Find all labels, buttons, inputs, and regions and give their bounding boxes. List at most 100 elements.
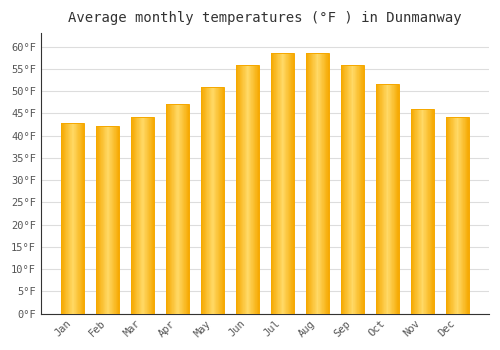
Bar <box>392 84 393 314</box>
Bar <box>422 109 423 314</box>
Bar <box>394 84 395 314</box>
Bar <box>239 65 240 314</box>
Bar <box>315 53 316 314</box>
Bar <box>207 87 208 314</box>
Bar <box>432 109 433 314</box>
Bar <box>96 126 97 314</box>
Bar <box>278 53 279 314</box>
Bar <box>204 87 205 314</box>
Bar <box>250 65 251 314</box>
Bar <box>351 65 352 314</box>
Bar <box>64 123 66 314</box>
Bar <box>313 53 314 314</box>
Bar <box>291 53 292 314</box>
Bar <box>341 65 363 314</box>
Bar <box>144 117 145 314</box>
Bar <box>345 65 346 314</box>
Bar <box>118 126 119 314</box>
Bar <box>310 53 311 314</box>
Bar <box>346 65 347 314</box>
Bar <box>352 65 353 314</box>
Bar <box>255 65 256 314</box>
Bar <box>168 104 169 314</box>
Bar <box>187 104 188 314</box>
Bar <box>97 126 98 314</box>
Bar <box>275 53 276 314</box>
Bar <box>173 104 174 314</box>
Bar <box>104 126 105 314</box>
Bar <box>243 65 244 314</box>
Bar <box>452 117 453 314</box>
Bar <box>205 87 206 314</box>
Bar <box>412 109 413 314</box>
Bar <box>82 123 83 314</box>
Bar <box>254 65 255 314</box>
Bar <box>319 53 320 314</box>
Bar <box>458 117 459 314</box>
Bar <box>306 53 307 314</box>
Bar <box>425 109 426 314</box>
Bar <box>385 84 386 314</box>
Bar <box>109 126 110 314</box>
Bar <box>131 117 132 314</box>
Bar <box>178 104 180 314</box>
Bar <box>70 123 71 314</box>
Bar <box>314 53 315 314</box>
Bar <box>62 123 63 314</box>
Bar <box>252 65 253 314</box>
Bar <box>247 65 248 314</box>
Bar <box>212 87 213 314</box>
Bar <box>188 104 189 314</box>
Bar <box>414 109 415 314</box>
Bar <box>177 104 178 314</box>
Bar <box>221 87 222 314</box>
Bar <box>271 53 294 314</box>
Bar <box>309 53 310 314</box>
Bar <box>66 123 67 314</box>
Bar <box>418 109 419 314</box>
Bar <box>344 65 345 314</box>
Bar <box>74 123 75 314</box>
Bar <box>306 53 328 314</box>
Bar <box>167 104 168 314</box>
Bar <box>141 117 142 314</box>
Bar <box>280 53 281 314</box>
Bar <box>381 84 382 314</box>
Bar <box>256 65 257 314</box>
Bar <box>103 126 104 314</box>
Bar <box>424 109 425 314</box>
Bar <box>348 65 349 314</box>
Bar <box>272 53 273 314</box>
Bar <box>450 117 451 314</box>
Bar <box>390 84 391 314</box>
Bar <box>151 117 152 314</box>
Bar <box>99 126 100 314</box>
Bar <box>357 65 358 314</box>
Bar <box>72 123 74 314</box>
Bar <box>386 84 388 314</box>
Bar <box>111 126 112 314</box>
Bar <box>246 65 247 314</box>
Bar <box>420 109 421 314</box>
Bar <box>217 87 218 314</box>
Bar <box>423 109 424 314</box>
Bar <box>396 84 397 314</box>
Bar <box>215 87 216 314</box>
Bar <box>447 117 448 314</box>
Bar <box>206 87 207 314</box>
Bar <box>359 65 360 314</box>
Bar <box>113 126 114 314</box>
Bar <box>454 117 455 314</box>
Bar <box>324 53 326 314</box>
Bar <box>101 126 102 314</box>
Bar <box>457 117 458 314</box>
Bar <box>271 53 272 314</box>
Bar <box>169 104 170 314</box>
Bar <box>182 104 183 314</box>
Bar <box>149 117 150 314</box>
Bar <box>170 104 172 314</box>
Bar <box>411 109 412 314</box>
Bar <box>220 87 221 314</box>
Bar <box>258 65 259 314</box>
Bar <box>102 126 103 314</box>
